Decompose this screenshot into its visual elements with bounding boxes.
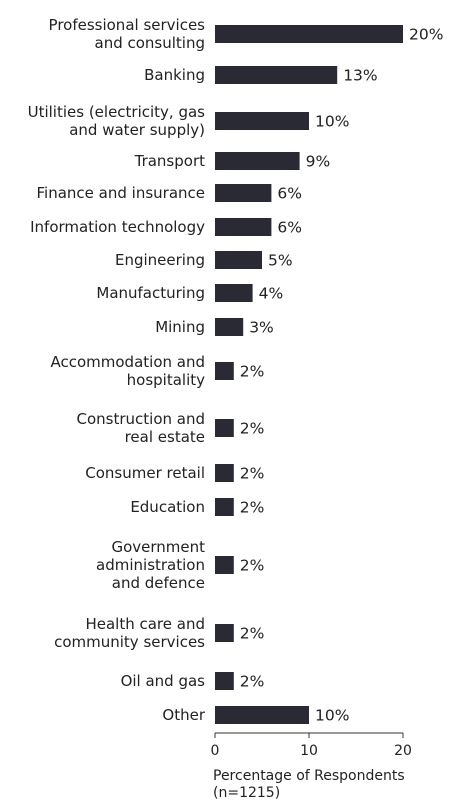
category-label-8: Manufacturing bbox=[96, 284, 205, 302]
category-label-1: Professional services and consulting bbox=[49, 16, 206, 52]
category-label-line: Information technology bbox=[30, 218, 205, 236]
category-label-line: administration bbox=[96, 556, 205, 574]
bar-7 bbox=[215, 251, 262, 269]
category-label-7: Engineering bbox=[115, 251, 205, 269]
category-label-line: Utilities (electricity, gas bbox=[28, 103, 206, 121]
category-label-line: Accommodation and bbox=[50, 353, 205, 371]
bar-12 bbox=[215, 464, 234, 482]
value-label-15: 2% bbox=[240, 625, 265, 643]
category-label-6: Information technology bbox=[30, 218, 205, 236]
bar-16 bbox=[215, 672, 234, 690]
value-label-5: 6% bbox=[277, 185, 302, 203]
category-label-line: Government bbox=[111, 538, 205, 556]
category-label-3: Utilities (electricity, gas and water sup… bbox=[28, 103, 206, 139]
value-label-3: 10% bbox=[315, 113, 349, 131]
value-label-6: 6% bbox=[277, 219, 302, 237]
category-label-line: Construction and bbox=[77, 410, 206, 428]
x-axis-note: (n=1215) bbox=[213, 785, 280, 801]
category-label-line: Transport bbox=[134, 152, 206, 170]
bar-14 bbox=[215, 556, 234, 574]
bar-1 bbox=[215, 25, 403, 43]
category-label-17: Other bbox=[162, 706, 205, 724]
category-label-line: hospitality bbox=[127, 371, 205, 389]
value-label-4: 9% bbox=[306, 153, 331, 171]
bar-11 bbox=[215, 419, 234, 437]
bar-3 bbox=[215, 112, 309, 130]
bars-layer bbox=[215, 25, 403, 724]
bar-8 bbox=[215, 284, 253, 302]
category-label-15: Health care and community services bbox=[54, 615, 205, 651]
value-label-16: 2% bbox=[240, 673, 265, 691]
category-label-line: Finance and insurance bbox=[37, 184, 205, 202]
bar-9 bbox=[215, 318, 244, 336]
value-label-13: 2% bbox=[240, 499, 265, 517]
x-axis-title: Percentage of Respondents bbox=[213, 768, 405, 784]
category-label-line: Manufacturing bbox=[96, 284, 205, 302]
bar-6 bbox=[215, 218, 272, 236]
value-label-9: 3% bbox=[249, 319, 274, 337]
x-tick-label: 20 bbox=[394, 743, 412, 759]
category-label-11: Construction and real estate bbox=[77, 410, 206, 446]
bar-5 bbox=[215, 184, 272, 202]
value-labels: 20%13%10%9%6%6%5%4%3%2%2%2%2%2%2%2%10% bbox=[240, 26, 444, 725]
value-label-10: 2% bbox=[240, 363, 265, 381]
category-label-5: Finance and insurance bbox=[37, 184, 205, 202]
x-axis: 0 10 20 bbox=[211, 732, 412, 759]
category-label-16: Oil and gas bbox=[121, 672, 206, 690]
value-label-17: 10% bbox=[315, 707, 349, 725]
bar-2 bbox=[215, 66, 338, 84]
category-label-10: Accommodation and hospitality bbox=[50, 353, 205, 389]
category-label-12: Consumer retail bbox=[85, 464, 205, 482]
category-label-line: community services bbox=[54, 633, 205, 651]
value-label-14: 2% bbox=[240, 557, 265, 575]
category-labels: Professional services and consulting Banki… bbox=[28, 16, 206, 724]
category-label-14: Government administration and defence bbox=[96, 538, 205, 592]
value-label-7: 5% bbox=[268, 252, 293, 270]
category-label-2: Banking bbox=[144, 66, 205, 84]
category-label-9: Mining bbox=[155, 318, 205, 336]
bar-4 bbox=[215, 152, 300, 170]
x-tick-label: 0 bbox=[211, 743, 220, 759]
value-label-8: 4% bbox=[259, 285, 284, 303]
category-label-13: Education bbox=[130, 498, 205, 516]
category-label-line: Engineering bbox=[115, 251, 205, 269]
category-label-line: Consumer retail bbox=[85, 464, 205, 482]
category-label-line: Health care and bbox=[85, 615, 205, 633]
value-label-2: 13% bbox=[343, 67, 377, 85]
category-label-line: and water supply) bbox=[69, 121, 205, 139]
bar-13 bbox=[215, 498, 234, 516]
category-label-line: Mining bbox=[155, 318, 205, 336]
bar-17 bbox=[215, 706, 309, 724]
category-label-4: Transport bbox=[134, 152, 206, 170]
category-label-line: and consulting bbox=[95, 34, 206, 52]
category-label-line: Banking bbox=[144, 66, 205, 84]
value-label-11: 2% bbox=[240, 420, 265, 438]
value-label-12: 2% bbox=[240, 465, 265, 483]
category-label-line: Professional services bbox=[49, 16, 206, 34]
category-label-line: and defence bbox=[112, 574, 205, 592]
value-label-1: 20% bbox=[409, 26, 443, 44]
bar-15 bbox=[215, 624, 234, 642]
category-label-line: Oil and gas bbox=[121, 672, 206, 690]
category-label-line: Other bbox=[162, 706, 205, 724]
x-tick-label: 10 bbox=[300, 743, 318, 759]
bar-10 bbox=[215, 362, 234, 380]
category-label-line: real estate bbox=[125, 428, 205, 446]
category-label-line: Education bbox=[130, 498, 205, 516]
